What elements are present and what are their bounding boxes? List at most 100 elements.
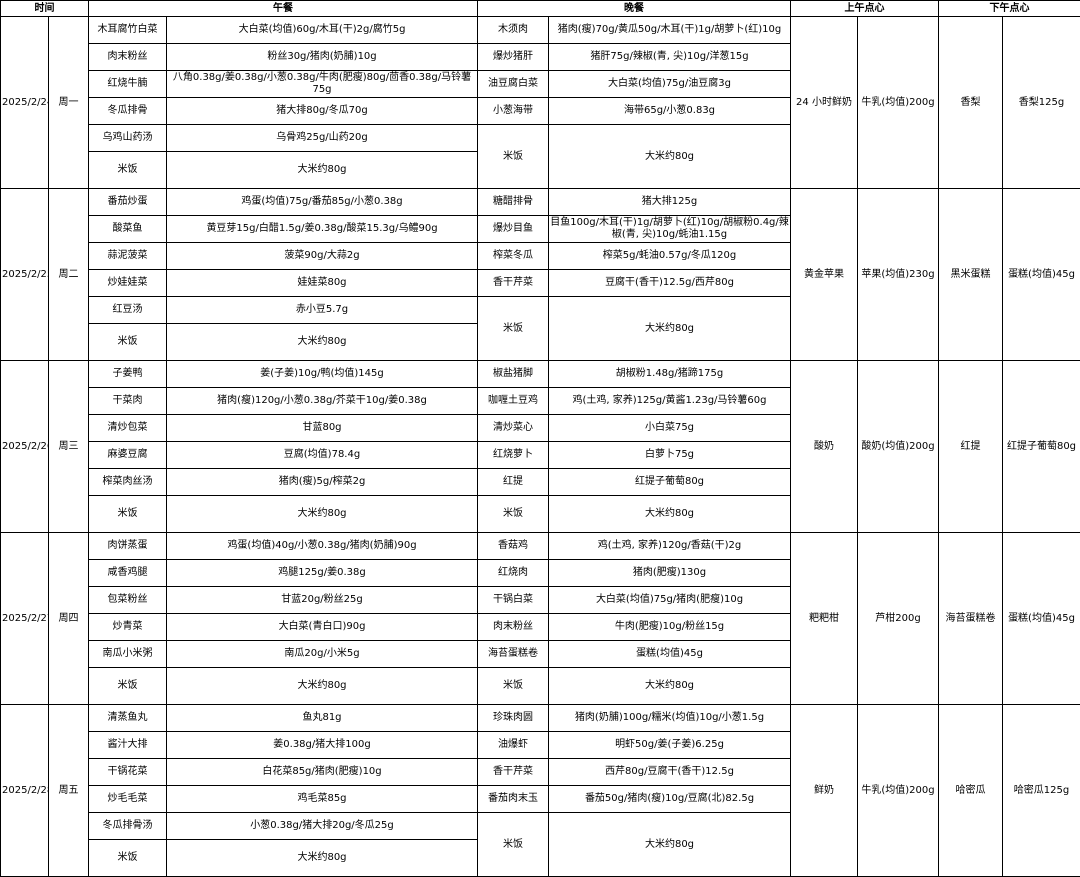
dinner-dish: 木须肉 (478, 17, 549, 44)
am-snack-amount: 苹果(均值)230g (858, 189, 939, 361)
dinner-ingredients: 西芹80g/豆腐干(香干)12.5g (549, 759, 791, 786)
lunch-dish: 米饭 (89, 496, 167, 533)
weekday-cell: 周一 (49, 17, 89, 189)
dinner-ingredients: 猪肉(瘦)70g/黄瓜50g/木耳(干)1g/胡萝卜(红)10g (549, 17, 791, 44)
lunch-dish: 肉末粉丝 (89, 44, 167, 71)
dinner-dish: 红烧肉 (478, 560, 549, 587)
lunch-ingredients: 鸡蛋(均值)40g/小葱0.38g/猪肉(奶脯)90g (167, 533, 478, 560)
dinner-ingredients: 鸡(土鸡, 家养)125g/黄酱1.23g/马铃薯60g (549, 388, 791, 415)
lunch-ingredients: 小葱0.38g/猪大排20g/冬瓜25g (167, 813, 478, 840)
lunch-ingredients: 大白菜(均值)60g/木耳(干)2g/腐竹5g (167, 17, 478, 44)
lunch-dish: 红烧牛腩 (89, 71, 167, 98)
dinner-dish: 清炒菜心 (478, 415, 549, 442)
dinner-ingredients: 大白菜(均值)75g/猪肉(肥瘦)10g (549, 587, 791, 614)
lunch-ingredients: 大米约80g (167, 668, 478, 705)
dinner-ingredients: 海带65g/小葱0.83g (549, 98, 791, 125)
weekday-cell: 周三 (49, 361, 89, 533)
am-snack-name: 鲜奶 (791, 705, 858, 877)
lunch-ingredients: 黄豆芽15g/白醋1.5g/姜0.38g/酸菜15.3g/乌鳢90g (167, 216, 478, 243)
dinner-ingredients: 胡椒粉1.48g/猪蹄175g (549, 361, 791, 388)
lunch-ingredients: 大米约80g (167, 152, 478, 189)
dinner-ingredients: 猪肉(奶脯)100g/糯米(均值)10g/小葱1.5g (549, 705, 791, 732)
lunch-dish: 炒娃娃菜 (89, 270, 167, 297)
dinner-ingredients: 大白菜(均值)75g/油豆腐3g (549, 71, 791, 98)
dinner-ingredients: 猪肉(肥瘦)130g (549, 560, 791, 587)
lunch-ingredients: 八角0.38g/姜0.38g/小葱0.38g/牛肉(肥瘦)80g/茴香0.38g… (167, 71, 478, 98)
lunch-dish: 冬瓜排骨汤 (89, 813, 167, 840)
am-snack-amount: 牛乳(均值)200g (858, 17, 939, 189)
pm-snack-amount: 蛋糕(均值)45g (1003, 189, 1080, 361)
lunch-ingredients: 大米约80g (167, 496, 478, 533)
dinner-dish: 海苔蛋糕卷 (478, 641, 549, 668)
header-am-snack: 上午点心 (791, 1, 939, 17)
dinner-ingredients: 小白菜75g (549, 415, 791, 442)
lunch-dish: 南瓜小米粥 (89, 641, 167, 668)
dinner-ingredients: 红提子葡萄80g (549, 469, 791, 496)
lunch-dish: 肉饼蒸蛋 (89, 533, 167, 560)
lunch-ingredients: 大白菜(青白口)90g (167, 614, 478, 641)
dinner-ingredients: 白萝卜75g (549, 442, 791, 469)
lunch-ingredients: 豆腐(均值)78.4g (167, 442, 478, 469)
lunch-ingredients: 姜(子姜)10g/鸭(均值)145g (167, 361, 478, 388)
am-snack-name: 24 小时鲜奶 (791, 17, 858, 189)
dinner-ingredients: 猪大排125g (549, 189, 791, 216)
lunch-ingredients: 猪大排80g/冬瓜70g (167, 98, 478, 125)
dinner-ingredients: 牛肉(肥瘦)10g/粉丝15g (549, 614, 791, 641)
lunch-dish: 清炒包菜 (89, 415, 167, 442)
lunch-ingredients: 姜0.38g/猪大排100g (167, 732, 478, 759)
header-pm-snack: 下午点心 (939, 1, 1080, 17)
lunch-dish: 酱汁大排 (89, 732, 167, 759)
dinner-ingredients: 明虾50g/姜(子姜)6.25g (549, 732, 791, 759)
weekday-cell: 周二 (49, 189, 89, 361)
dinner-dish: 小葱海带 (478, 98, 549, 125)
dinner-dish: 番茄肉末玉 (478, 786, 549, 813)
dinner-dish: 米饭 (478, 297, 549, 361)
lunch-dish: 炒青菜 (89, 614, 167, 641)
dinner-dish: 爆炒猪肝 (478, 44, 549, 71)
dinner-ingredients: 大米约80g (549, 668, 791, 705)
lunch-dish: 木耳腐竹白菜 (89, 17, 167, 44)
lunch-dish: 蒜泥菠菜 (89, 243, 167, 270)
dinner-dish: 红烧萝卜 (478, 442, 549, 469)
lunch-ingredients: 赤小豆5.7g (167, 297, 478, 324)
lunch-dish: 番茄炒蛋 (89, 189, 167, 216)
dinner-dish: 糖醋排骨 (478, 189, 549, 216)
dinner-dish: 榨菜冬瓜 (478, 243, 549, 270)
lunch-ingredients: 大米约80g (167, 324, 478, 361)
header-row: 时间 午餐 晚餐 上午点心 下午点心 (1, 1, 1080, 17)
dinner-ingredients: 大米约80g (549, 125, 791, 189)
dinner-dish: 油豆腐白菜 (478, 71, 549, 98)
lunch-ingredients: 菠菜90g/大蒜2g (167, 243, 478, 270)
lunch-ingredients: 甘蓝20g/粉丝25g (167, 587, 478, 614)
header-lunch: 午餐 (89, 1, 478, 17)
header-dinner: 晚餐 (478, 1, 791, 17)
lunch-dish: 干菜肉 (89, 388, 167, 415)
date-cell: 2025/2/25 (1, 189, 49, 361)
dinner-dish: 米饭 (478, 125, 549, 189)
lunch-ingredients: 鱼丸81g (167, 705, 478, 732)
date-cell: 2025/2/26 (1, 361, 49, 533)
lunch-ingredients: 鸡蛋(均值)75g/番茄85g/小葱0.38g (167, 189, 478, 216)
lunch-ingredients: 南瓜20g/小米5g (167, 641, 478, 668)
lunch-dish: 米饭 (89, 152, 167, 189)
pm-snack-amount: 蛋糕(均值)45g (1003, 533, 1080, 705)
pm-snack-amount: 红提子葡萄80g (1003, 361, 1080, 533)
lunch-ingredients: 鸡毛菜85g (167, 786, 478, 813)
lunch-dish: 包菜粉丝 (89, 587, 167, 614)
dinner-ingredients: 鸡(土鸡, 家养)120g/香菇(干)2g (549, 533, 791, 560)
pm-snack-name: 香梨 (939, 17, 1003, 189)
dinner-ingredients: 大米约80g (549, 813, 791, 877)
lunch-ingredients: 乌骨鸡25g/山药20g (167, 125, 478, 152)
pm-snack-name: 哈密瓜 (939, 705, 1003, 877)
lunch-dish: 清蒸鱼丸 (89, 705, 167, 732)
date-cell: 2025/2/24 (1, 17, 49, 189)
dinner-dish: 干锅白菜 (478, 587, 549, 614)
am-snack-name: 酸奶 (791, 361, 858, 533)
weekday-cell: 周五 (49, 705, 89, 877)
am-snack-amount: 芦柑200g (858, 533, 939, 705)
lunch-ingredients: 甘蓝80g (167, 415, 478, 442)
dinner-dish: 香干芹菜 (478, 759, 549, 786)
